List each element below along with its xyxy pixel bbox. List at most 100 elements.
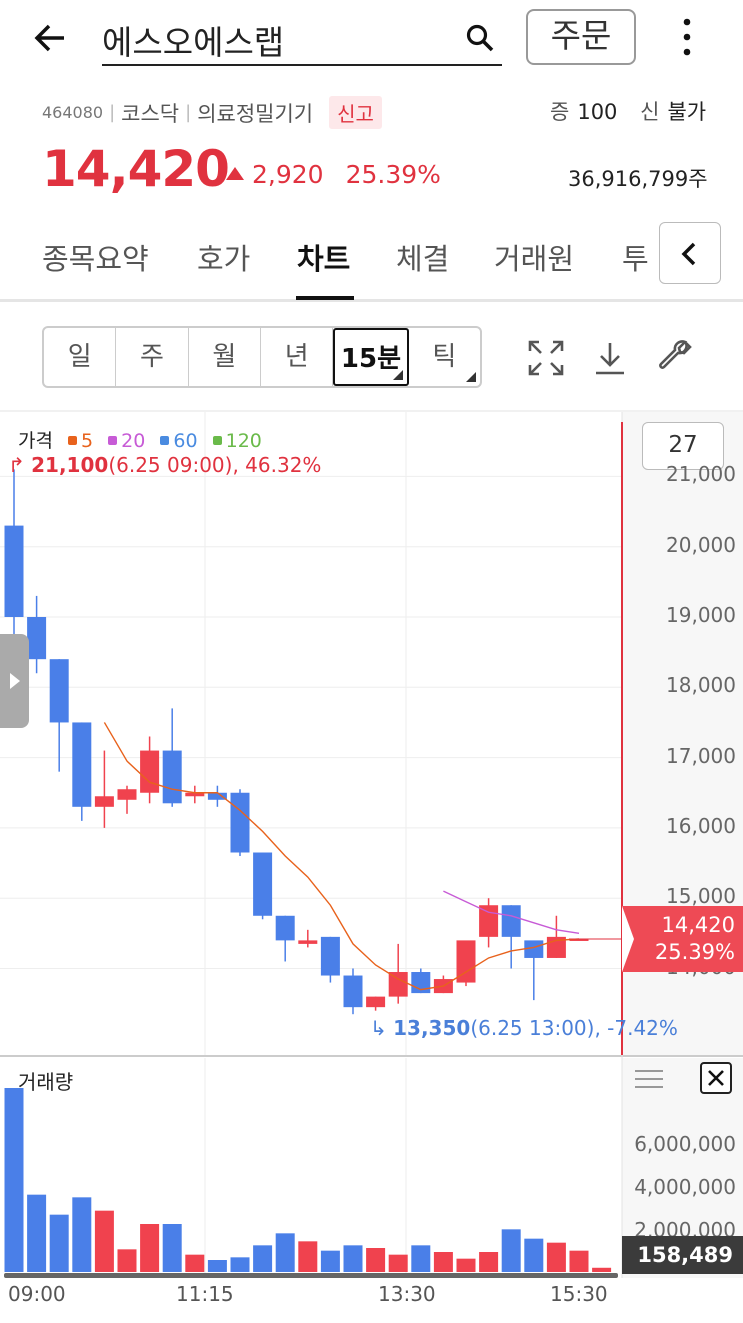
period-tick-label: 틱 <box>432 342 457 372</box>
candle-body <box>569 938 589 941</box>
current-volume-tag: 158,489 <box>622 1236 743 1274</box>
order-button[interactable]: 주문 <box>526 9 636 65</box>
volume-bar <box>411 1245 431 1272</box>
period-year[interactable]: 년 <box>261 328 334 386</box>
candle-body <box>72 722 92 807</box>
search-icon[interactable] <box>464 22 496 54</box>
chart-legend: 가격 5 20 60 120 <box>18 426 271 453</box>
volume-tick-label: 4,000,000 <box>634 1175 736 1199</box>
candle-body <box>366 996 386 1008</box>
volume-bar <box>366 1248 386 1272</box>
legend-ma60: 60 <box>160 430 198 452</box>
volume-bar <box>27 1194 47 1272</box>
more-vertical-icon[interactable] <box>672 14 702 60</box>
volume-bar <box>298 1241 318 1272</box>
expand-icon[interactable] <box>526 338 566 378</box>
candle-body <box>49 659 69 723</box>
volume-bar <box>456 1258 476 1272</box>
period-selector: 일 주 월 년 15분 틱 <box>42 326 482 388</box>
volume-bar <box>592 1267 612 1272</box>
margin-label: 증 <box>550 100 570 124</box>
legend-ma120: 120 <box>212 430 262 452</box>
y-tick-label: 16,000 <box>666 813 736 838</box>
volume-bar <box>117 1249 137 1272</box>
volume-bar <box>546 1242 566 1272</box>
current-price-tag-pct: 25.39% <box>654 940 735 964</box>
period-month[interactable]: 월 <box>189 328 261 386</box>
volume-bar <box>72 1197 92 1272</box>
candle-body <box>162 750 182 804</box>
current-price: 14,420 <box>42 140 230 198</box>
candle-body <box>479 905 499 937</box>
search-input[interactable]: 에스오에스랩 <box>102 23 285 62</box>
active-tab-indicator <box>296 296 354 300</box>
search-bar[interactable]: 에스오에스랩 <box>102 8 502 66</box>
volume-bar <box>4 1088 24 1272</box>
high-price-label: ↱ 21,100(6.25 09:00), 46.32% <box>8 453 322 477</box>
y-tick-label: 20,000 <box>666 532 736 557</box>
up-triangle-icon <box>226 167 244 180</box>
menu-icon[interactable] <box>634 1066 664 1092</box>
candle-count-button[interactable]: 27 <box>642 422 724 470</box>
side-panel-handle[interactable] <box>0 634 29 728</box>
tab-trades[interactable]: 체결 <box>396 242 450 276</box>
volume-title: 거래량 <box>18 1070 74 1094</box>
volume-bar <box>524 1238 544 1272</box>
price-chart[interactable] <box>0 410 743 1290</box>
tab-chart[interactable]: 차트 <box>297 242 351 276</box>
y-tick-label: 17,000 <box>666 743 736 768</box>
back-button[interactable] <box>30 18 70 58</box>
legend-ma5: 5 <box>68 430 93 452</box>
time-scrollbar <box>4 1273 618 1278</box>
download-icon[interactable] <box>590 338 630 378</box>
volume-bar <box>320 1250 340 1272</box>
candle-body <box>27 617 47 660</box>
tab-summary[interactable]: 종목요약 <box>42 242 149 276</box>
tab-scroll-button[interactable] <box>659 222 721 284</box>
x-tick-label: 11:15 <box>176 1282 234 1306</box>
volume-bar <box>388 1254 408 1272</box>
y-tick-label: 19,000 <box>666 603 736 627</box>
volume-bar <box>253 1245 273 1272</box>
candle-body <box>253 852 273 916</box>
period-day[interactable]: 일 <box>44 328 117 386</box>
candle-body <box>4 525 24 617</box>
candle-body <box>456 940 476 983</box>
margin-value: 100 <box>577 100 618 124</box>
current-price-tag-value: 14,420 <box>661 913 735 937</box>
status-badge: 신고 <box>329 96 382 129</box>
volume-bar <box>185 1254 205 1272</box>
price-change: 2,920 25.39% <box>226 160 441 189</box>
candle-body <box>501 905 521 937</box>
volume-bar <box>49 1214 69 1272</box>
period-week[interactable]: 주 <box>116 328 189 386</box>
dropdown-corner-icon <box>392 370 403 380</box>
price-plot-area <box>0 412 622 1055</box>
total-volume: 36,916,799주 <box>568 167 708 191</box>
candle-body <box>230 792 250 853</box>
tab-orderbook[interactable]: 호가 <box>197 242 251 276</box>
wrench-icon[interactable] <box>656 338 696 378</box>
volume-bar <box>207 1260 227 1272</box>
volume-bar <box>501 1229 521 1272</box>
period-tick[interactable]: 틱 <box>409 328 480 386</box>
close-icon <box>708 1070 724 1086</box>
low-price-label: ↳ 13,350(6.25 13:00), -7.42% <box>370 1016 678 1040</box>
volume-bar <box>162 1224 182 1272</box>
arrow-left-icon <box>34 24 64 52</box>
close-volume-button[interactable] <box>700 1062 732 1094</box>
margin-credit-info: 증 100 신 불가 <box>550 96 706 126</box>
candle-body <box>524 940 544 958</box>
period-minute-label: 15분 <box>340 344 402 374</box>
chevron-left-icon <box>681 242 696 266</box>
period-minute[interactable]: 15분 <box>333 328 409 386</box>
change-amount: 2,920 <box>252 160 324 189</box>
candle-body <box>343 975 363 1008</box>
legend-title: 가격 <box>18 430 53 452</box>
tab-investors[interactable]: 투 <box>622 242 649 276</box>
volume-bar <box>479 1252 499 1272</box>
price-tag-notch <box>622 906 634 972</box>
divider: | <box>185 102 192 123</box>
credit-value: 불가 <box>667 100 707 124</box>
tab-brokers[interactable]: 거래원 <box>494 242 575 276</box>
